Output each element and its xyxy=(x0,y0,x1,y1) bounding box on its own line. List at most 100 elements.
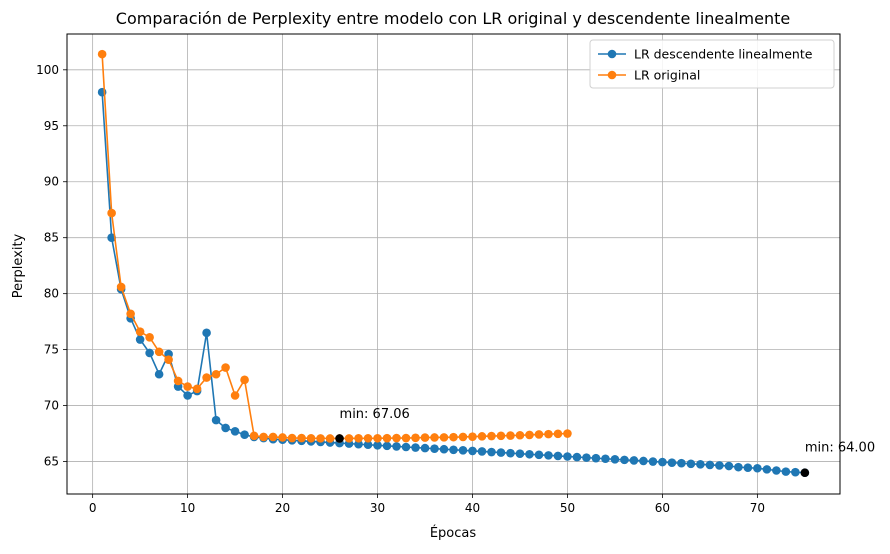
data-point xyxy=(221,423,230,433)
x-tick-label: 40 xyxy=(465,501,480,515)
x-tick-label: 30 xyxy=(370,501,385,515)
data-point xyxy=(506,431,515,440)
y-tick-label: 100 xyxy=(36,63,59,77)
data-point xyxy=(439,433,449,442)
data-point xyxy=(677,458,686,468)
data-point xyxy=(791,467,800,477)
x-tick-label: 60 xyxy=(655,501,670,515)
data-point xyxy=(354,433,363,443)
data-point xyxy=(392,442,401,451)
data-point xyxy=(420,443,430,453)
data-point xyxy=(230,427,240,436)
data-point xyxy=(382,441,392,451)
data-point xyxy=(240,375,249,385)
legend: LR descendente linealmente LR original xyxy=(589,39,835,89)
x-tick-label: 70 xyxy=(750,501,765,515)
data-point xyxy=(183,382,192,391)
data-point xyxy=(325,434,335,443)
y-axis-label: Perplexity xyxy=(11,233,26,298)
data-point xyxy=(211,369,221,379)
x-axis-label: Épocas xyxy=(430,525,477,541)
data-point xyxy=(772,466,781,475)
data-point xyxy=(439,444,449,454)
data-point xyxy=(658,457,667,467)
data-point xyxy=(715,461,724,470)
data-point xyxy=(449,432,458,442)
data-point xyxy=(515,430,525,440)
data-point xyxy=(306,433,316,443)
data-point xyxy=(411,443,420,452)
data-point xyxy=(525,430,534,440)
x-tick-label: 50 xyxy=(560,501,575,515)
data-point xyxy=(430,444,439,453)
data-point xyxy=(734,462,743,472)
data-point xyxy=(202,328,211,338)
data-point xyxy=(382,433,392,443)
series-layer xyxy=(97,49,810,478)
data-point xyxy=(753,463,762,473)
y-tick-label: 75 xyxy=(44,343,59,357)
y-tick-label: 85 xyxy=(44,231,59,245)
legend-item: LR original xyxy=(598,68,700,83)
data-point xyxy=(705,460,715,470)
x-tick-label: 10 xyxy=(180,501,195,515)
plot-frame xyxy=(66,33,841,495)
data-point xyxy=(363,433,373,443)
legend-marker xyxy=(607,49,617,59)
data-point xyxy=(192,384,202,394)
data-point xyxy=(506,448,515,458)
data-point xyxy=(344,434,354,443)
data-point xyxy=(154,369,164,379)
data-point xyxy=(724,461,734,471)
axis-ticks: 0 10 20 30 40 50 60 70 65 70 75 80 85 90 95 100 xyxy=(36,63,765,515)
data-point xyxy=(230,391,240,400)
series-line xyxy=(101,54,568,440)
data-point xyxy=(240,430,249,439)
data-point xyxy=(411,433,420,443)
data-point xyxy=(648,457,658,466)
data-point xyxy=(610,455,620,464)
data-point xyxy=(183,391,192,400)
data-point xyxy=(268,432,278,442)
y-tick-label: 80 xyxy=(44,287,59,301)
data-point xyxy=(135,327,145,337)
data-point xyxy=(553,451,563,461)
data-point xyxy=(487,431,496,441)
data-point xyxy=(582,453,591,462)
data-point xyxy=(145,348,154,358)
data-point xyxy=(629,456,639,465)
data-point xyxy=(515,449,525,459)
data-point xyxy=(145,333,154,342)
data-point xyxy=(477,447,487,456)
legend-label: LR original xyxy=(634,68,700,83)
data-point xyxy=(743,463,753,472)
data-point xyxy=(686,459,696,469)
data-point xyxy=(496,431,506,441)
data-point xyxy=(468,432,477,441)
legend-marker xyxy=(607,70,617,80)
data-point xyxy=(563,452,572,461)
data-point xyxy=(563,429,572,438)
data-point xyxy=(572,452,582,462)
y-tick-label: 95 xyxy=(44,119,59,133)
data-point xyxy=(477,432,487,441)
y-tick-label: 65 xyxy=(44,455,59,469)
data-point xyxy=(373,433,382,443)
data-point xyxy=(553,429,563,439)
data-point xyxy=(316,434,325,443)
y-tick-label: 70 xyxy=(44,399,59,413)
data-point xyxy=(354,439,363,449)
data-point xyxy=(458,432,468,442)
data-point xyxy=(544,451,553,460)
data-point xyxy=(164,355,173,364)
data-point xyxy=(496,448,506,457)
data-point xyxy=(126,309,135,319)
data-point xyxy=(211,415,221,425)
data-point xyxy=(591,453,601,463)
data-point xyxy=(762,465,772,474)
data-point xyxy=(449,445,458,455)
series-lr-descendente xyxy=(97,87,810,478)
legend-label: LR descendente linealmente xyxy=(634,47,813,62)
data-point xyxy=(420,433,430,442)
